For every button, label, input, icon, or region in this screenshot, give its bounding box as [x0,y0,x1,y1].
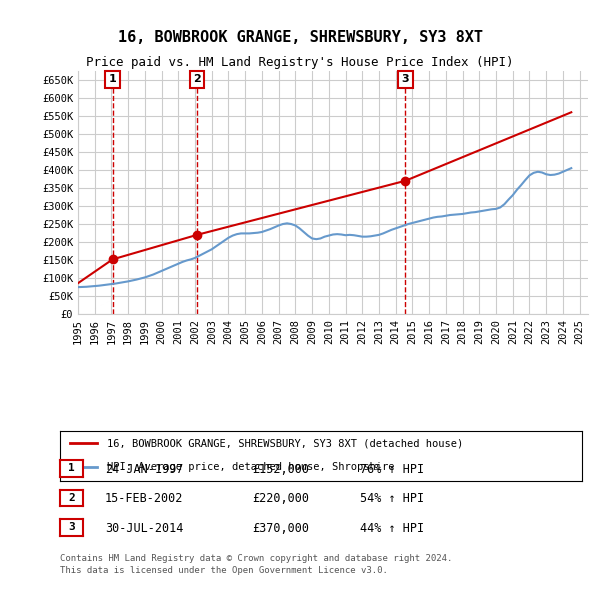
Text: 16, BOWBROOK GRANGE, SHREWSBURY, SY3 8XT: 16, BOWBROOK GRANGE, SHREWSBURY, SY3 8XT [118,30,482,44]
Text: 1: 1 [109,74,116,84]
Text: 15-FEB-2002: 15-FEB-2002 [105,492,184,505]
Text: £220,000: £220,000 [252,492,309,505]
Text: This data is licensed under the Open Government Licence v3.0.: This data is licensed under the Open Gov… [60,566,388,575]
Text: Contains HM Land Registry data © Crown copyright and database right 2024.: Contains HM Land Registry data © Crown c… [60,555,452,563]
Text: 24-JAN-1997: 24-JAN-1997 [105,463,184,476]
Text: 30-JUL-2014: 30-JUL-2014 [105,522,184,535]
Text: 2: 2 [193,74,201,84]
Text: 54% ↑ HPI: 54% ↑ HPI [360,492,424,505]
Text: £370,000: £370,000 [252,522,309,535]
Text: 1: 1 [68,464,75,473]
Text: 16, BOWBROOK GRANGE, SHREWSBURY, SY3 8XT (detached house): 16, BOWBROOK GRANGE, SHREWSBURY, SY3 8XT… [107,438,463,448]
Text: HPI: Average price, detached house, Shropshire: HPI: Average price, detached house, Shro… [107,462,394,472]
Text: 76% ↑ HPI: 76% ↑ HPI [360,463,424,476]
Text: £152,000: £152,000 [252,463,309,476]
Text: 3: 3 [401,74,409,84]
Text: Price paid vs. HM Land Registry's House Price Index (HPI): Price paid vs. HM Land Registry's House … [86,56,514,69]
Text: 3: 3 [68,523,75,532]
Text: 2: 2 [68,493,75,503]
Text: 44% ↑ HPI: 44% ↑ HPI [360,522,424,535]
